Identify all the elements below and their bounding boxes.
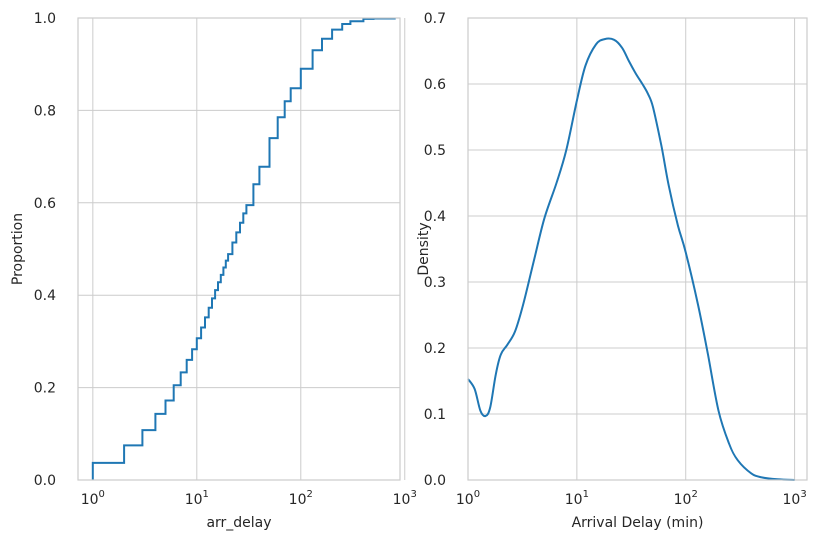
kde-x-tick-label: 101: [565, 489, 589, 508]
kde-x-tick-label: 100: [456, 489, 480, 508]
kde-line: [467, 37, 795, 481]
ecdf-x-tick-label: 101: [185, 489, 209, 508]
kde-y-ticks: 0.0 0.1 0.2 0.3 0.4 0.5 0.6 0.7: [424, 11, 446, 489]
ecdf-line: [91, 17, 396, 480]
ecdf-y-axis-label: Proportion: [10, 213, 26, 285]
kde-y-tick-label: 0.6: [424, 77, 446, 93]
kde-x-ticks: 100 101 102 103: [456, 489, 807, 508]
kde-y-tick-label: 0.2: [424, 341, 446, 357]
kde-y-tick-label: 0.0: [424, 473, 446, 489]
ecdf-y-tick-label: 0.8: [34, 103, 56, 119]
kde-y-tick-label: 0.4: [424, 209, 446, 225]
ecdf-x-tick-label: 102: [289, 489, 313, 508]
kde-y-tick-label: 0.5: [424, 143, 446, 159]
ecdf-y-ticks: 0.0 0.2 0.4 0.6 0.8 1.0: [34, 11, 56, 489]
kde-grid: [467, 17, 807, 481]
ecdf-y-tick-label: 0.2: [34, 381, 56, 397]
ecdf-x-tick-label: 103: [393, 489, 417, 508]
kde-y-tick-label: 0.1: [424, 407, 446, 423]
kde-x-tick-label: 102: [674, 489, 698, 508]
ecdf-y-tick-label: 0.0: [34, 473, 56, 489]
ecdf-grid: [78, 17, 406, 481]
kde-x-tick-label: 103: [782, 489, 806, 508]
ecdf-x-tick-label: 100: [81, 489, 105, 508]
ecdf-x-axis-label: arr_delay: [206, 515, 271, 531]
ecdf-y-tick-label: 1.0: [34, 11, 56, 27]
ecdf-x-ticks: 100 101 102 103: [81, 489, 417, 508]
kde-panel: 100 101 102 103 0.0 0.1 0.2 0.3 0.4 0.5 0.6 0.7 Ar…: [416, 11, 808, 531]
ecdf-y-tick-label: 0.4: [34, 288, 56, 304]
kde-y-tick-label: 0.3: [424, 275, 446, 291]
ecdf-panel: 100 101 102 103 0.0 0.2 0.4 0.6 0.8 1.0 arr_dela…: [10, 11, 417, 531]
kde-y-tick-label: 0.7: [424, 11, 446, 27]
kde-x-axis-label: Arrival Delay (min): [572, 515, 704, 531]
kde-y-axis-label: Density: [416, 222, 432, 275]
ecdf-frame: [77, 17, 401, 481]
ecdf-y-tick-label: 0.6: [34, 196, 56, 212]
kde-frame: [467, 17, 808, 481]
